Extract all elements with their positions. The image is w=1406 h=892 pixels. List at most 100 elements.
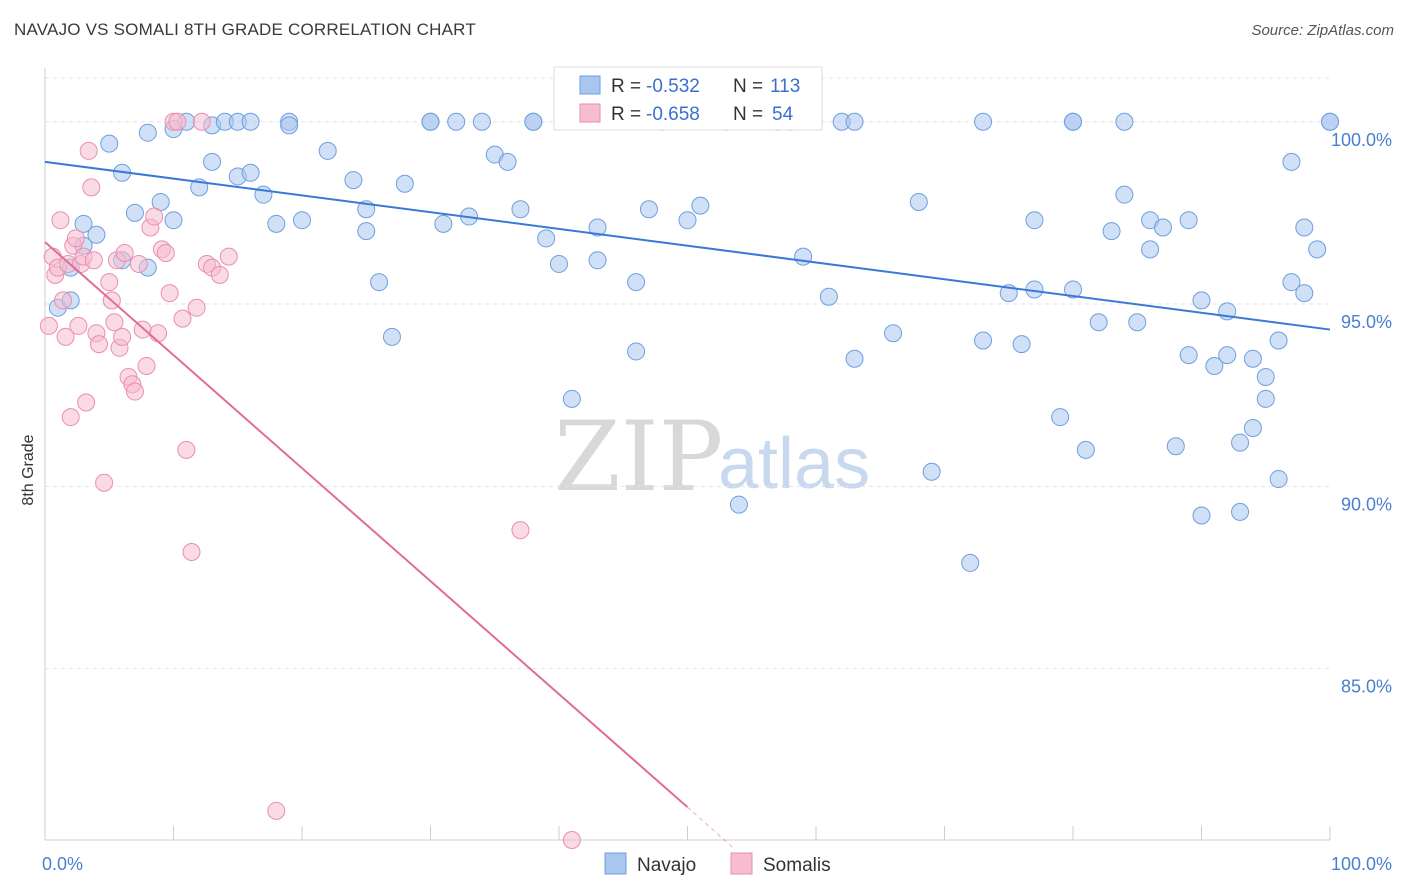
somalis-point (210, 265, 229, 284)
somalis-point (160, 284, 179, 303)
somalis-point (95, 473, 114, 492)
navajo-point (627, 273, 646, 292)
navajo-r-value: -0.532 (646, 76, 700, 97)
y-tick-label: 85.0% (1341, 677, 1392, 697)
legend-somalis-swatch (730, 852, 753, 875)
somalis-point (51, 211, 70, 230)
navajo-point (1076, 440, 1095, 459)
navajo-point (1282, 152, 1301, 171)
navajo-point (100, 134, 119, 153)
somalis-point (100, 273, 119, 292)
navajo-point (845, 112, 864, 131)
somalis-point (562, 831, 581, 849)
navajo-point (1192, 506, 1211, 525)
navajo-point (1025, 211, 1044, 230)
somalis-point (145, 207, 164, 226)
navajo-point (1141, 240, 1160, 259)
navajo-r-label: R = (611, 76, 641, 97)
navajo-point (1269, 470, 1288, 489)
navajo-point (961, 553, 980, 572)
somalis-n-label: N = (733, 104, 763, 125)
somalis-point (66, 229, 85, 248)
somalis-point (39, 316, 58, 335)
navajo-point (395, 174, 414, 193)
somalis-point (56, 327, 75, 346)
navajo-point (1231, 433, 1250, 452)
somalis-point (187, 298, 206, 317)
y-tick-label: 100.0% (1331, 130, 1392, 150)
navajo-point (974, 331, 993, 350)
somalis-point (182, 542, 201, 561)
somalis-point (173, 309, 192, 328)
somalis-r-value: -0.658 (646, 104, 700, 125)
navajo-point (1064, 112, 1082, 131)
navajo-point (203, 152, 222, 171)
navajo-trend-line (44, 160, 1331, 331)
stats-box: R = -0.532 N = 113 R = -0.658 N = 54 (553, 66, 823, 131)
navajo-point (691, 196, 710, 215)
chart-title: NAVAJO VS SOMALI 8TH GRADE CORRELATION C… (14, 20, 476, 39)
navajo-point (1089, 313, 1108, 332)
somalis-point (156, 244, 175, 263)
navajo-stat-swatch (579, 75, 601, 95)
y-tick-labels: 85.0% 90.0% 95.0% 100.0% (1331, 130, 1392, 697)
somalis-r-label: R = (611, 104, 641, 125)
somalis-point (82, 178, 101, 197)
navajo-point (729, 495, 748, 514)
navajo-point (1308, 240, 1327, 259)
navajo-point (524, 112, 543, 131)
navajo-point (241, 112, 260, 131)
somalis-trend-line (44, 241, 689, 808)
legend: Navajo Somalis (604, 852, 831, 876)
navajo-point (1051, 408, 1070, 427)
navajo-point (164, 211, 183, 230)
somalis-point (113, 327, 132, 346)
navajo-point (138, 123, 157, 142)
navajo-point (1192, 291, 1211, 310)
somalis-point (267, 801, 286, 820)
y-tick-label: 95.0% (1341, 312, 1392, 332)
navajo-point (974, 112, 993, 131)
navajo-point (1179, 211, 1198, 230)
navajo-point (1231, 502, 1250, 521)
somalis-point (168, 112, 187, 131)
somalis-point (79, 141, 98, 160)
x-tick-labels: 0.0% 100.0% (42, 854, 1392, 874)
somalis-point (511, 521, 530, 540)
navajo-point (421, 112, 440, 131)
somalis-point (129, 254, 148, 273)
somalis-point (61, 408, 80, 427)
somalis-point (84, 251, 103, 270)
navajo-point (1269, 331, 1288, 350)
navajo-point (588, 251, 607, 270)
navajo-point (1012, 335, 1031, 354)
somalis-point (115, 244, 134, 263)
navajo-point (909, 192, 928, 211)
navajo-point (537, 229, 556, 248)
legend-somalis-label: Somalis (763, 855, 831, 876)
navajo-point (125, 203, 144, 222)
navajo-point (434, 214, 453, 233)
navajo-point (267, 214, 286, 233)
navajo-n-label: N = (733, 76, 763, 97)
navajo-point (1102, 222, 1121, 241)
somalis-trend-extension (687, 806, 733, 848)
navajo-point (922, 462, 941, 481)
navajo-point (1256, 367, 1275, 386)
navajo-point (884, 324, 903, 343)
gridlines (45, 77, 1330, 670)
navajo-point (318, 141, 337, 160)
x-tick-label: 0.0% (42, 854, 83, 874)
navajo-point (639, 200, 658, 219)
legend-navajo-swatch (604, 852, 627, 875)
navajo-point (1321, 112, 1339, 131)
navajo-point (293, 211, 311, 230)
somalis-point (149, 324, 168, 343)
navajo-point (1205, 357, 1224, 376)
navajo-point (678, 211, 697, 230)
navajo-point (588, 218, 607, 237)
somalis-point (192, 112, 211, 131)
navajo-point (344, 171, 363, 190)
navajo-point (1243, 349, 1262, 368)
